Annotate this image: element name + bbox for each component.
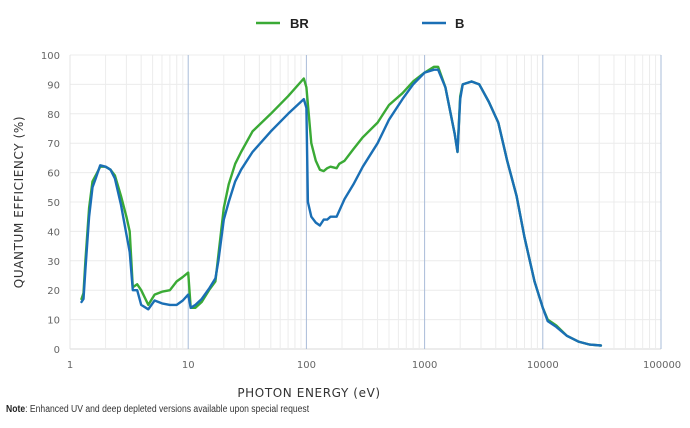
- y-tick-label: 90: [47, 80, 60, 91]
- y-tick-label: 70: [47, 139, 60, 150]
- y-tick-label: 50: [47, 198, 60, 209]
- y-tick-label: 100: [41, 51, 60, 62]
- footnote-label: Note: [6, 404, 26, 415]
- x-tick-label: 10: [182, 360, 195, 371]
- legend-label-b: B: [455, 16, 464, 31]
- series-layer: [80, 65, 603, 347]
- x-tick-label: 1: [67, 360, 73, 371]
- legend-item-b[interactable]: B: [422, 16, 464, 31]
- y-tick-label: 80: [47, 110, 60, 121]
- y-tick-label: 10: [47, 316, 60, 327]
- footnote-text: : Enhanced UV and deep depleted versions…: [25, 404, 310, 415]
- y-tick-label: 0: [54, 345, 60, 356]
- legend: BR B: [256, 16, 464, 31]
- y-tick-label: 20: [47, 286, 60, 297]
- grid: [69, 54, 662, 350]
- y-axis-title: QUANTUM EFFICIENCY (%): [12, 116, 26, 288]
- y-tick-label: 60: [47, 169, 60, 180]
- x-tick-label: 10000: [527, 360, 559, 371]
- legend-item-br[interactable]: BR: [256, 16, 309, 31]
- footnote: Note: Enhanced UV and deep depleted vers…: [6, 404, 309, 415]
- y-tick-label: 30: [47, 257, 60, 268]
- legend-label-br: BR: [290, 16, 309, 31]
- x-tick-label: 1000: [412, 360, 437, 371]
- series-line-b: [80, 68, 603, 347]
- x-tick-label: 100000: [643, 360, 681, 371]
- x-axis-title: PHOTON ENERGY (eV): [237, 386, 380, 400]
- y-tick-label: 40: [47, 227, 60, 238]
- x-tick-label: 100: [297, 360, 316, 371]
